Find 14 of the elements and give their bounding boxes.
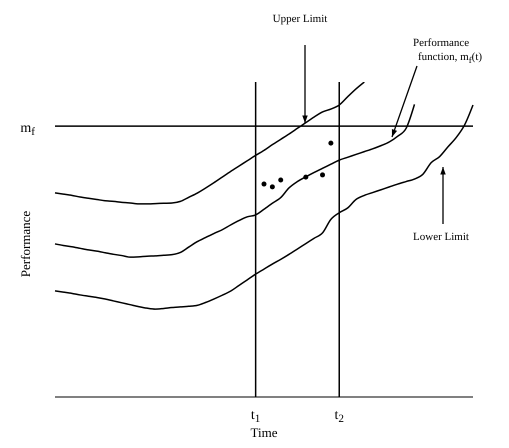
x-axis-title: Time <box>250 425 278 440</box>
point <box>270 184 275 190</box>
x-tick-label: t$_{1}$ <box>250 408 260 426</box>
point <box>303 174 308 180</box>
point <box>262 182 266 187</box>
point <box>320 172 326 178</box>
point <box>328 140 334 146</box>
annotation: Lower Limit <box>413 231 469 243</box>
point <box>278 177 284 182</box>
y-axis-title: Performance <box>18 210 33 278</box>
ref-line-label: m$_{f}$ <box>20 121 36 138</box>
text: Performance function, m$_{f}$(t) <box>413 37 482 65</box>
x-tick-label: t$_{2}$ <box>334 408 344 426</box>
text: Upper Limit <box>272 13 328 25</box>
